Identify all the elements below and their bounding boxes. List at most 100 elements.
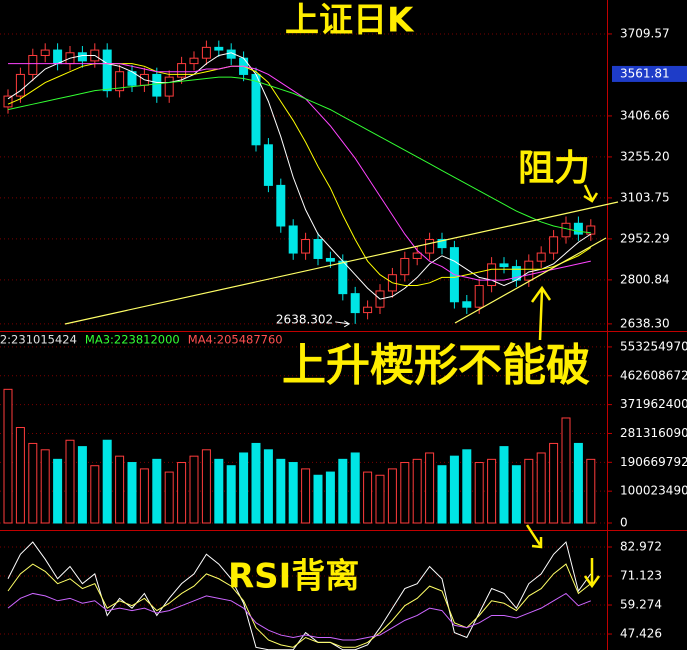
volume-bar bbox=[536, 452, 546, 524]
y-tick-label: 3103.75 bbox=[620, 190, 670, 204]
volume-bar bbox=[152, 458, 162, 524]
candle-body bbox=[177, 63, 187, 78]
candle-body bbox=[15, 73, 25, 97]
volume-bar bbox=[375, 474, 385, 524]
volume-bar bbox=[474, 462, 484, 524]
volume-bar bbox=[276, 458, 286, 524]
volume-bar bbox=[15, 427, 25, 524]
trend-line bbox=[454, 237, 607, 324]
volume-bar bbox=[251, 442, 261, 524]
candle-body bbox=[102, 49, 112, 92]
series-line bbox=[8, 63, 591, 281]
volume-bar bbox=[387, 468, 397, 524]
candle-body bbox=[251, 73, 261, 146]
volume-bar bbox=[65, 439, 75, 524]
y-tick-label: 82.972 bbox=[620, 540, 662, 554]
arrow bbox=[530, 285, 552, 341]
y-tick-label: 3255.20 bbox=[620, 149, 670, 163]
volume-bar bbox=[239, 452, 249, 524]
y-tick-label: 0 bbox=[620, 515, 628, 529]
volume-bar bbox=[77, 446, 87, 524]
y-tick-label: 47.426 bbox=[620, 627, 662, 641]
volume-bar bbox=[425, 452, 435, 524]
volume-bar bbox=[263, 449, 273, 524]
candle-body bbox=[77, 52, 87, 62]
series-line bbox=[7, 592, 591, 641]
candle-body bbox=[561, 222, 571, 238]
candle-body bbox=[499, 263, 509, 268]
volume-bar bbox=[487, 458, 497, 524]
volume-bar bbox=[28, 442, 38, 524]
candle-body bbox=[325, 257, 335, 262]
legend-label: MA4:205487760 bbox=[188, 333, 283, 347]
volume-bar bbox=[90, 465, 100, 524]
volume-bar bbox=[499, 446, 509, 524]
candle-body bbox=[412, 252, 422, 259]
volume-bar bbox=[139, 468, 149, 524]
volume-bar bbox=[449, 455, 459, 524]
candle-body bbox=[288, 225, 298, 254]
volume-bar bbox=[363, 471, 373, 524]
volume-bar bbox=[189, 455, 199, 524]
arrow bbox=[525, 524, 543, 549]
candle-body bbox=[276, 184, 286, 227]
volume-bar bbox=[573, 442, 583, 524]
annotation: 上证日K bbox=[285, 1, 415, 41]
candle-body bbox=[462, 301, 472, 308]
low-label: 2638.302 bbox=[276, 312, 333, 326]
y-tick-label: 553254970 bbox=[620, 339, 687, 353]
candle-body bbox=[338, 260, 348, 295]
volume-bar bbox=[3, 388, 13, 524]
candle-body bbox=[474, 285, 484, 308]
candle-body bbox=[573, 222, 583, 235]
volume-bar bbox=[102, 439, 112, 524]
y-tick-label: 2638.30 bbox=[620, 316, 670, 330]
volume-bar bbox=[288, 462, 298, 524]
candle-body bbox=[301, 239, 311, 254]
volume-bar bbox=[301, 468, 311, 524]
volume-bar bbox=[115, 455, 125, 524]
arrow bbox=[583, 184, 599, 203]
series-line bbox=[7, 63, 592, 287]
volume-bar bbox=[549, 442, 559, 524]
low-arrow bbox=[335, 320, 351, 328]
trend-line bbox=[64, 201, 619, 325]
y-tick-label: 3406.66 bbox=[620, 108, 670, 122]
candle-body bbox=[53, 49, 63, 65]
volume-bar bbox=[214, 458, 224, 524]
y-tick-label: 71.123 bbox=[620, 569, 662, 583]
volume-bar bbox=[400, 462, 410, 524]
candle-body bbox=[400, 257, 410, 276]
candle-body bbox=[263, 144, 273, 186]
annotation: 上升楔形不能破 bbox=[282, 340, 590, 391]
candle-body bbox=[3, 95, 13, 108]
legend-label: MA3:223812000 bbox=[85, 333, 180, 347]
candle-body bbox=[536, 252, 546, 262]
volume-bar bbox=[561, 417, 571, 524]
candle-body bbox=[524, 260, 534, 281]
candle-body bbox=[313, 239, 323, 259]
series-line bbox=[7, 76, 591, 234]
candle-body bbox=[201, 46, 211, 59]
y-tick-label: 462608672 bbox=[620, 368, 687, 382]
series-line bbox=[7, 563, 592, 648]
candle-body bbox=[115, 71, 125, 92]
price-marker-label: 3561.81 bbox=[620, 66, 670, 80]
volume-bar bbox=[325, 471, 335, 524]
y-tick-label: 59.274 bbox=[620, 598, 662, 612]
candle-body bbox=[164, 76, 174, 97]
volume-bar bbox=[524, 458, 534, 524]
volume-bar bbox=[53, 458, 63, 524]
candle-body bbox=[214, 46, 224, 51]
candle-body bbox=[487, 263, 497, 287]
price-marker bbox=[612, 65, 687, 82]
volume-bar bbox=[313, 474, 323, 524]
candle-body bbox=[152, 73, 162, 97]
y-tick-label: 100023490 bbox=[620, 484, 687, 498]
series-line bbox=[7, 52, 592, 300]
y-tick-label: 2800.84 bbox=[620, 272, 670, 286]
volume-bar bbox=[201, 449, 211, 524]
volume-bar bbox=[437, 465, 447, 524]
volume-bar bbox=[40, 449, 50, 524]
